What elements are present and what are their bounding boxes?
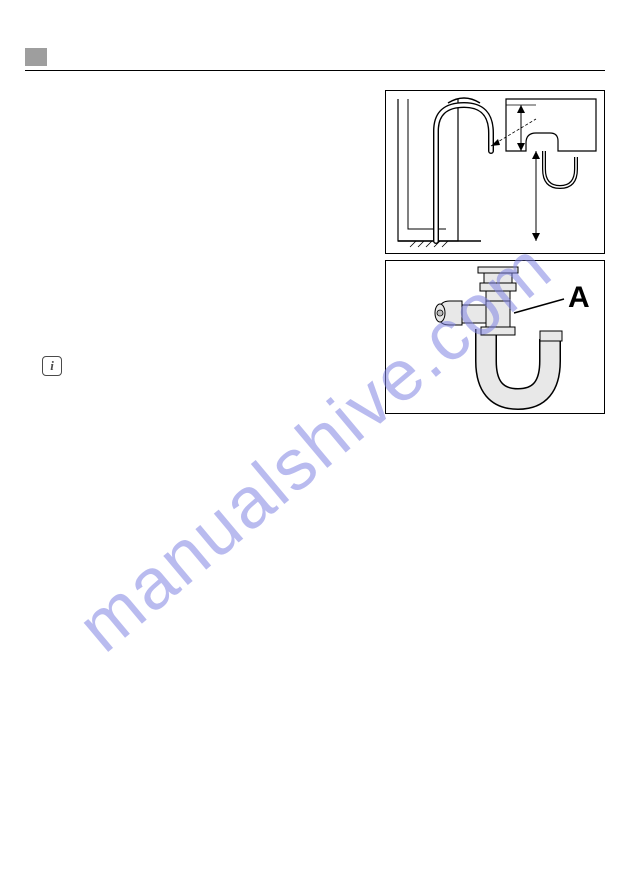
- info-icon: i: [42, 356, 62, 376]
- header-rule: [25, 70, 605, 71]
- drain-hose-svg: [386, 91, 604, 253]
- figure-drain-hose: [385, 90, 605, 254]
- manual-page: i: [0, 0, 630, 893]
- figure-sink-trap: A: [385, 260, 605, 414]
- figure-label-a: A: [568, 281, 590, 315]
- header-page-block: [25, 48, 47, 66]
